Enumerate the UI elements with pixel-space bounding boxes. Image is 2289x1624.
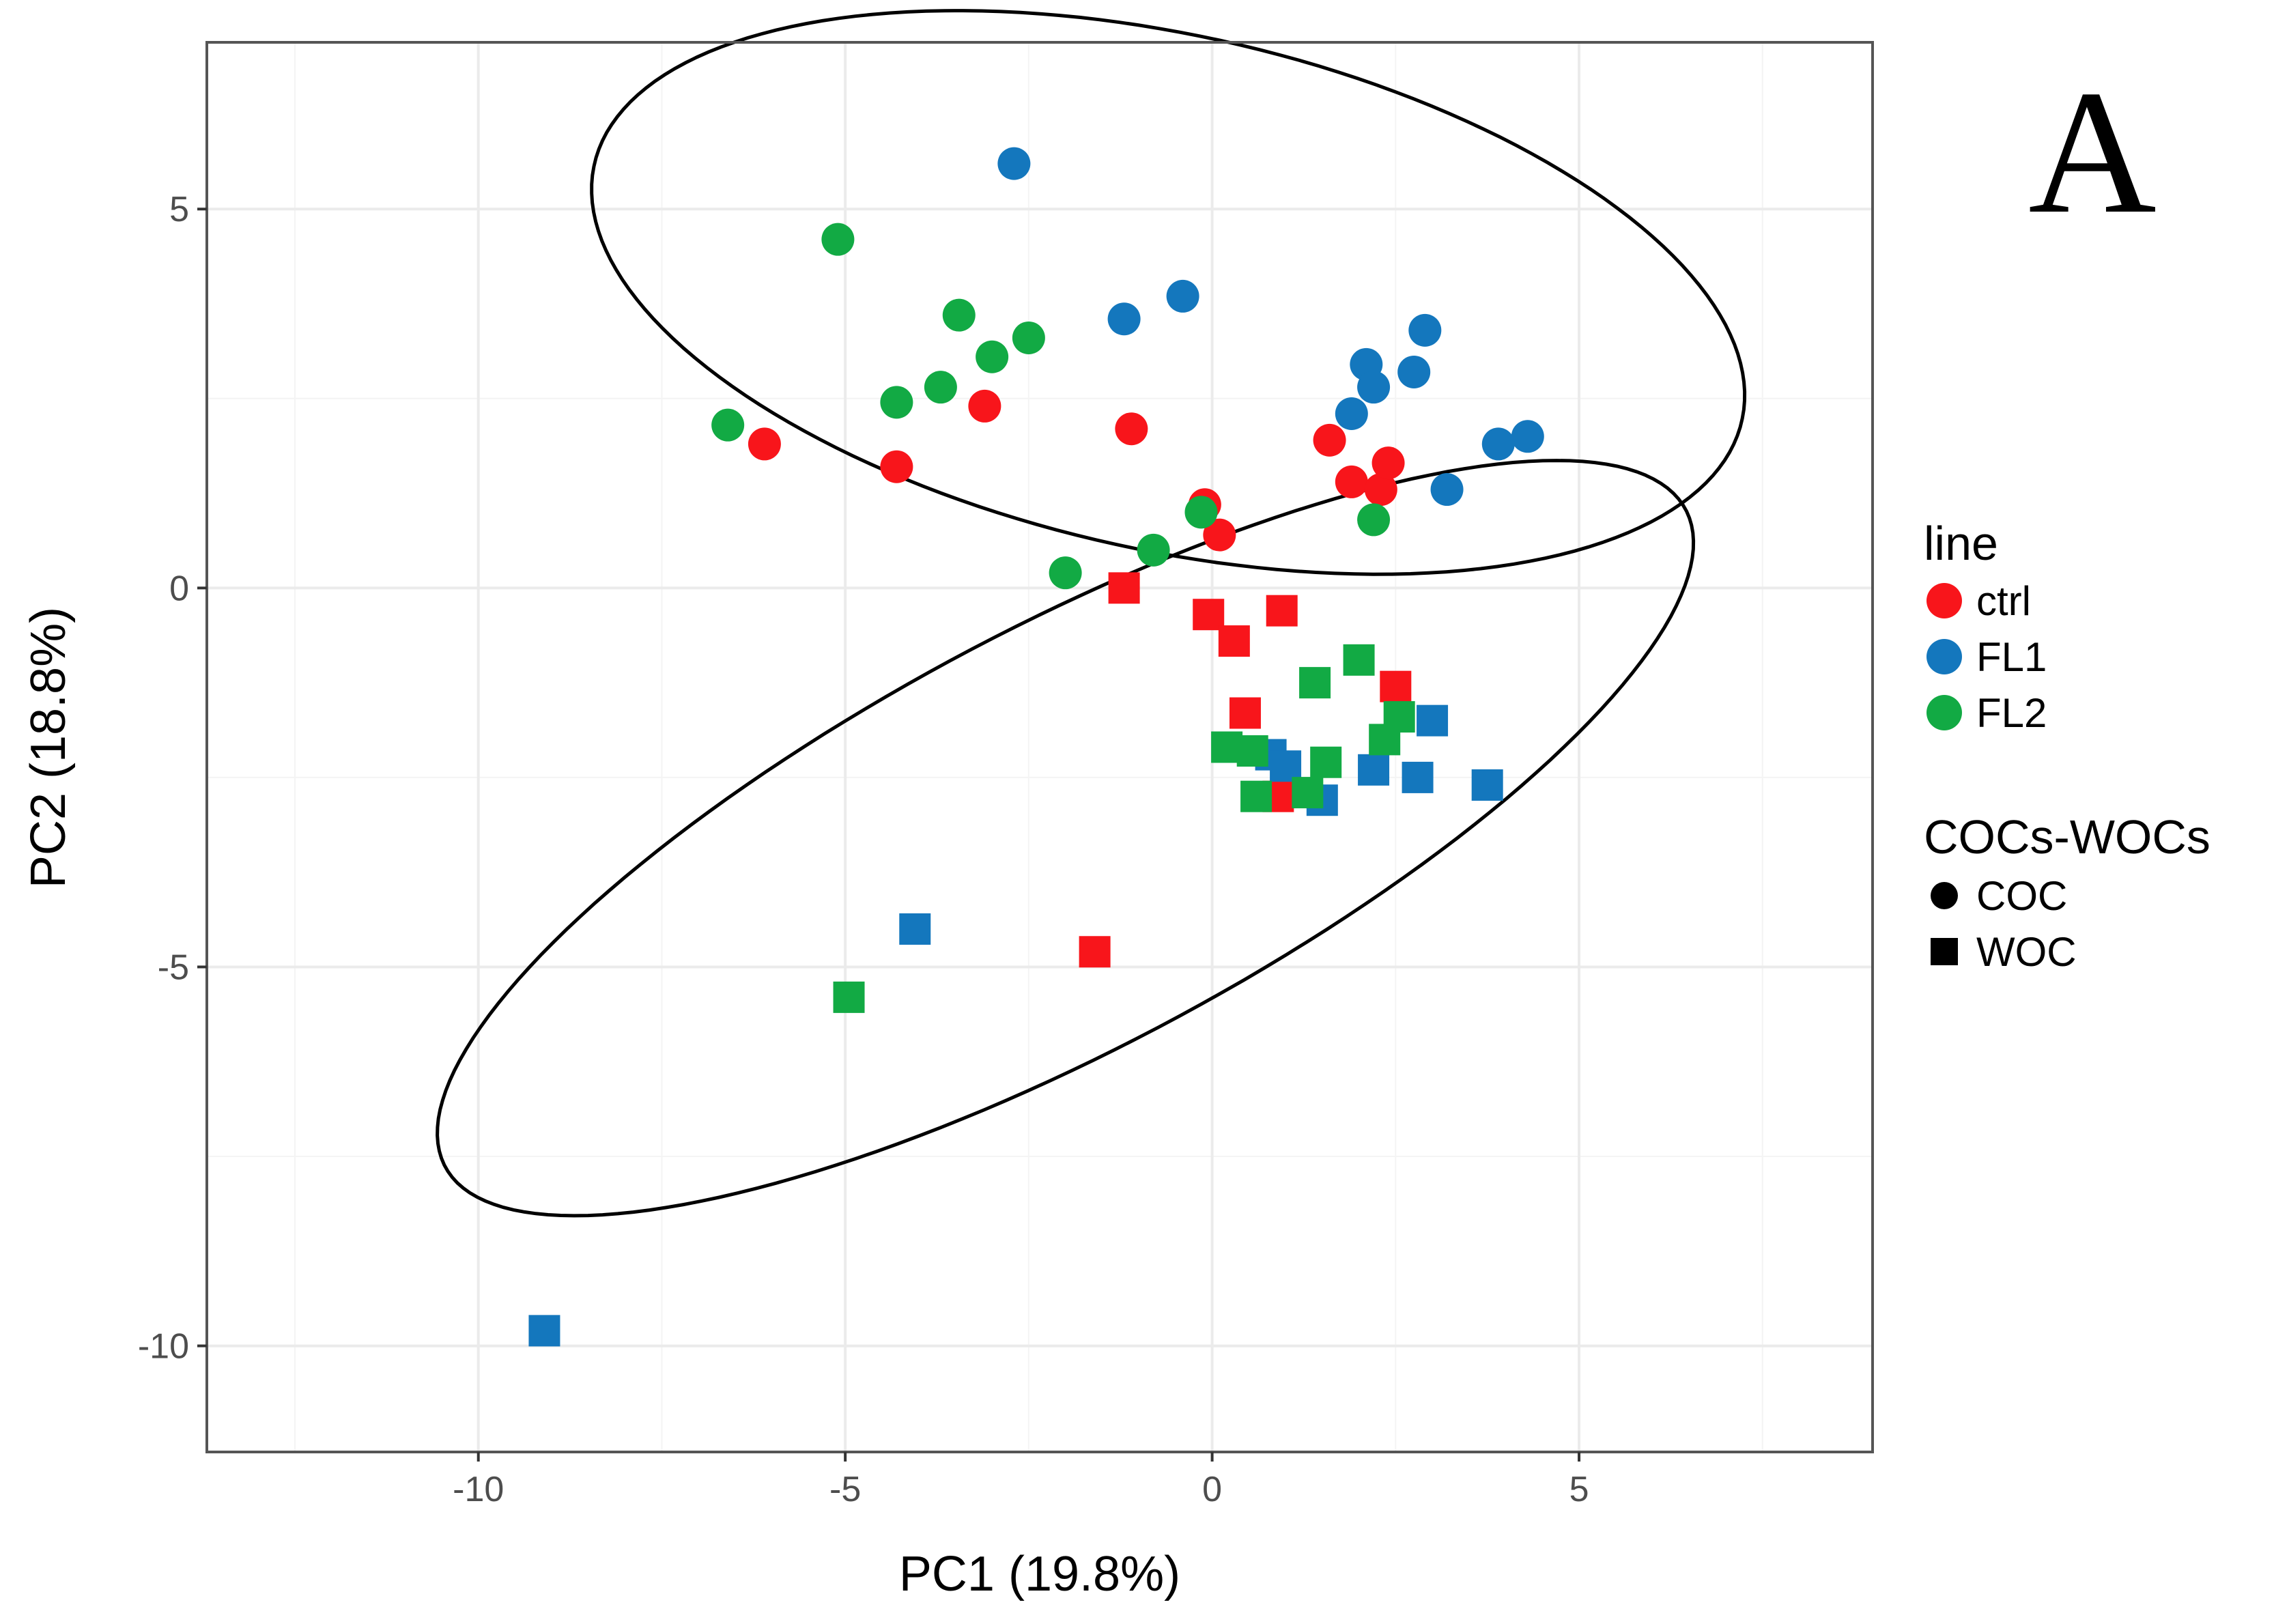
point-ctrl-woc — [1193, 599, 1225, 631]
point-ctrl-coc — [1371, 446, 1405, 480]
legend-label-coc: COC — [1976, 873, 2067, 919]
point-ctrl-coc — [1203, 518, 1236, 552]
point-ctrl-coc — [748, 427, 781, 461]
data-points — [528, 147, 1544, 1347]
x-tick-label: 0 — [1202, 1470, 1222, 1509]
point-fl2-woc — [1299, 667, 1331, 699]
point-ctrl-coc — [880, 450, 913, 483]
legend-key-coc — [1931, 882, 1958, 909]
y-tick-label: 5 — [169, 190, 189, 229]
legend-color-entries: ctrl FL1 FL2 — [1927, 578, 2047, 736]
legend-label-fl1: FL1 — [1976, 634, 2047, 680]
x-axis-ticks: -10 -5 0 5 — [453, 1452, 1589, 1509]
point-fl1-woc — [1417, 704, 1449, 737]
point-fl1-coc — [997, 147, 1031, 180]
point-fl1-coc — [1107, 302, 1141, 336]
x-axis-title: PC1 (19.8%) — [899, 1547, 1180, 1601]
point-fl2-woc — [1383, 701, 1415, 733]
point-fl1-woc — [1471, 769, 1503, 801]
point-ctrl-woc — [1380, 670, 1412, 702]
y-axis-ticks: -10 -5 0 5 — [138, 190, 207, 1367]
point-ctrl-coc — [1115, 412, 1148, 446]
legend-label-woc: WOC — [1976, 929, 2077, 975]
y-tick-label: -10 — [138, 1327, 189, 1367]
ellipse-woc — [436, 459, 1696, 1218]
point-fl1-coc — [1408, 313, 1442, 347]
legend-key-fl1 — [1927, 639, 1962, 674]
legend-shape-title: COCs-WOCs — [1924, 810, 2210, 864]
y-axis-title: PC2 (18.8%) — [21, 607, 76, 888]
x-tick-label: -5 — [829, 1470, 861, 1509]
point-fl1-woc — [1358, 754, 1390, 786]
legend-key-fl2 — [1927, 695, 1962, 730]
point-ctrl-coc — [968, 389, 1001, 423]
ellipse-coc — [590, 9, 1747, 576]
point-ctrl-woc — [1079, 936, 1111, 968]
legend-key-woc — [1931, 938, 1958, 965]
point-fl2-coc — [711, 408, 745, 442]
point-fl2-woc — [1240, 780, 1273, 812]
point-fl1-woc — [1270, 750, 1302, 782]
point-fl2-coc — [1184, 496, 1218, 529]
legend-shape-entries: COC WOC — [1931, 873, 2077, 975]
point-fl1-woc — [1402, 761, 1434, 793]
point-fl2-coc — [1012, 321, 1045, 354]
legend: line ctrl FL1 FL2 COCs-WOCs COC WOC — [1924, 517, 2210, 975]
x-tick-label: -10 — [453, 1470, 504, 1509]
point-fl2-coc — [1137, 533, 1170, 567]
point-fl1-woc — [899, 913, 931, 945]
point-fl2-coc — [880, 386, 913, 419]
point-ctrl-woc — [1229, 697, 1261, 729]
point-fl1-coc — [1397, 355, 1431, 388]
panel-label: A — [2028, 54, 2157, 251]
point-fl2-woc — [1310, 746, 1342, 778]
point-ctrl-woc — [1266, 595, 1298, 627]
point-fl2-coc — [976, 340, 1009, 373]
point-fl1-coc — [1335, 397, 1368, 431]
point-ctrl-coc — [1313, 423, 1346, 457]
point-fl2-coc — [942, 298, 976, 332]
point-fl2-woc — [1292, 777, 1324, 809]
point-fl1-coc — [1430, 473, 1464, 507]
x-tick-label: 5 — [1569, 1470, 1589, 1509]
point-fl1-coc — [1481, 427, 1515, 461]
point-fl2-coc — [1049, 556, 1082, 590]
point-fl2-woc — [1236, 735, 1268, 767]
plot-panel-border — [205, 41, 1874, 1453]
point-ctrl-woc — [1108, 572, 1140, 604]
point-fl2-coc — [924, 371, 957, 404]
point-ctrl-woc — [1218, 625, 1250, 657]
legend-color-title: line — [1924, 517, 1998, 570]
point-fl1-coc — [1511, 420, 1544, 453]
point-fl1-woc — [528, 1315, 560, 1347]
legend-label-ctrl: ctrl — [1976, 578, 2031, 624]
legend-label-fl2: FL2 — [1976, 690, 2047, 736]
y-tick-label: 0 — [169, 569, 189, 608]
y-tick-label: -5 — [158, 948, 189, 987]
point-ctrl-coc — [1364, 473, 1397, 507]
point-fl1-coc — [1166, 279, 1199, 313]
point-ctrl-coc — [1335, 465, 1368, 498]
confidence-ellipses — [436, 9, 1747, 1218]
point-fl2-woc — [1343, 644, 1375, 676]
point-fl2-woc — [833, 981, 865, 1013]
point-fl1-coc — [1357, 371, 1391, 404]
point-fl2-coc — [1357, 503, 1391, 537]
point-fl2-coc — [821, 223, 855, 256]
legend-key-ctrl — [1927, 583, 1962, 618]
